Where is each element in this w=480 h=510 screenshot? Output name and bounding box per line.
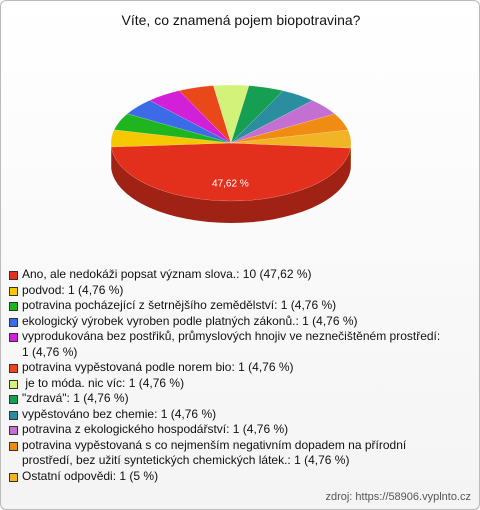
slice bbox=[230, 100, 336, 144]
legend-item: vyprodukována bez postřiků, průmyslových… bbox=[9, 329, 449, 360]
source: zdroj: https://58906.vyplnto.cz bbox=[325, 491, 471, 503]
legend-swatch bbox=[9, 302, 18, 311]
legend-swatch bbox=[9, 426, 18, 435]
legend-label: vypěstováno bez chemie: 1 (4,76 %) bbox=[22, 406, 217, 421]
legend-label: potravina z ekologického hospodářství: 1… bbox=[22, 422, 289, 436]
legend-swatch bbox=[9, 317, 18, 327]
slice bbox=[149, 90, 232, 144]
slice bbox=[230, 113, 349, 144]
slice bbox=[113, 113, 232, 144]
legend-label: ekologický výrobek vyroben podle platnýc… bbox=[22, 313, 358, 328]
slice bbox=[110, 142, 351, 202]
legend: Ano, ale nedokáži popsat význam slova.: … bbox=[9, 267, 449, 484]
legend-swatch bbox=[9, 379, 18, 389]
legend-label: je to móda. nic víc: 1 (4,76 %) bbox=[22, 375, 185, 390]
legend-label: podvod: 1 (4,76 %) bbox=[22, 282, 124, 297]
legend-swatch bbox=[9, 410, 18, 420]
slice bbox=[110, 129, 232, 148]
legend-swatch bbox=[9, 395, 18, 404]
legend-swatch bbox=[9, 333, 18, 342]
chart-title: Víte, co znamená pojem biopotravina? bbox=[122, 12, 361, 28]
slice bbox=[230, 85, 284, 144]
value-label: 47,62 % bbox=[212, 178, 249, 189]
legend-item: podvod: 1 (4,76 %) bbox=[9, 283, 449, 299]
legend-item: potravina vypěstovaná s co nejmenším neg… bbox=[9, 438, 449, 469]
legend-label: potravina pocházející z šetrnějšího země… bbox=[22, 298, 337, 312]
legend-item: potravina pocházející z šetrnějšího země… bbox=[9, 298, 449, 314]
legend-item: Ostatní odpovědi: 1 (5 %) bbox=[9, 469, 449, 485]
legend-item: je to móda. nic víc: 1 (4,76 %) bbox=[9, 376, 449, 392]
legend-swatch bbox=[9, 286, 18, 296]
legend-item: Ano, ale nedokáži popsat význam slova.: … bbox=[9, 267, 449, 283]
legend-item: vypěstováno bez chemie: 1 (4,76 %) bbox=[9, 407, 449, 423]
legend-swatch bbox=[9, 364, 18, 373]
legend-label: "zdravá": 1 (4,76 %) bbox=[22, 391, 129, 405]
legend-swatch bbox=[9, 271, 18, 280]
legend-label: Ano, ale nedokáži popsat význam slova.: … bbox=[22, 267, 312, 281]
legend-item: potravina vypěstovaná podle norem bio: 1… bbox=[9, 360, 449, 376]
legend-label: vyprodukována bez postřiků, průmyslových… bbox=[22, 329, 444, 359]
legend-label: potravina vypěstovaná s co nejmenším neg… bbox=[22, 437, 410, 468]
slice bbox=[178, 85, 232, 144]
legend-swatch bbox=[9, 441, 18, 451]
legend-label: Ostatní odpovědi: 1 (5 %) bbox=[22, 468, 159, 483]
pie-area: Víte, co znamená pojem biopotravina? 47,… bbox=[110, 12, 361, 224]
legend-item: "zdravá": 1 (4,76 %) bbox=[9, 391, 449, 407]
legend-swatch bbox=[9, 472, 18, 482]
slice bbox=[213, 84, 250, 144]
slice bbox=[230, 90, 314, 144]
legend-item: ekologický výrobek vyroben podle platnýc… bbox=[9, 314, 449, 330]
legend-item: potravina z ekologického hospodářství: 1… bbox=[9, 422, 449, 438]
slice-side bbox=[111, 146, 351, 224]
legend-label: potravina vypěstovaná podle norem bio: 1… bbox=[22, 360, 294, 374]
slice bbox=[126, 100, 232, 144]
slice bbox=[230, 129, 352, 149]
